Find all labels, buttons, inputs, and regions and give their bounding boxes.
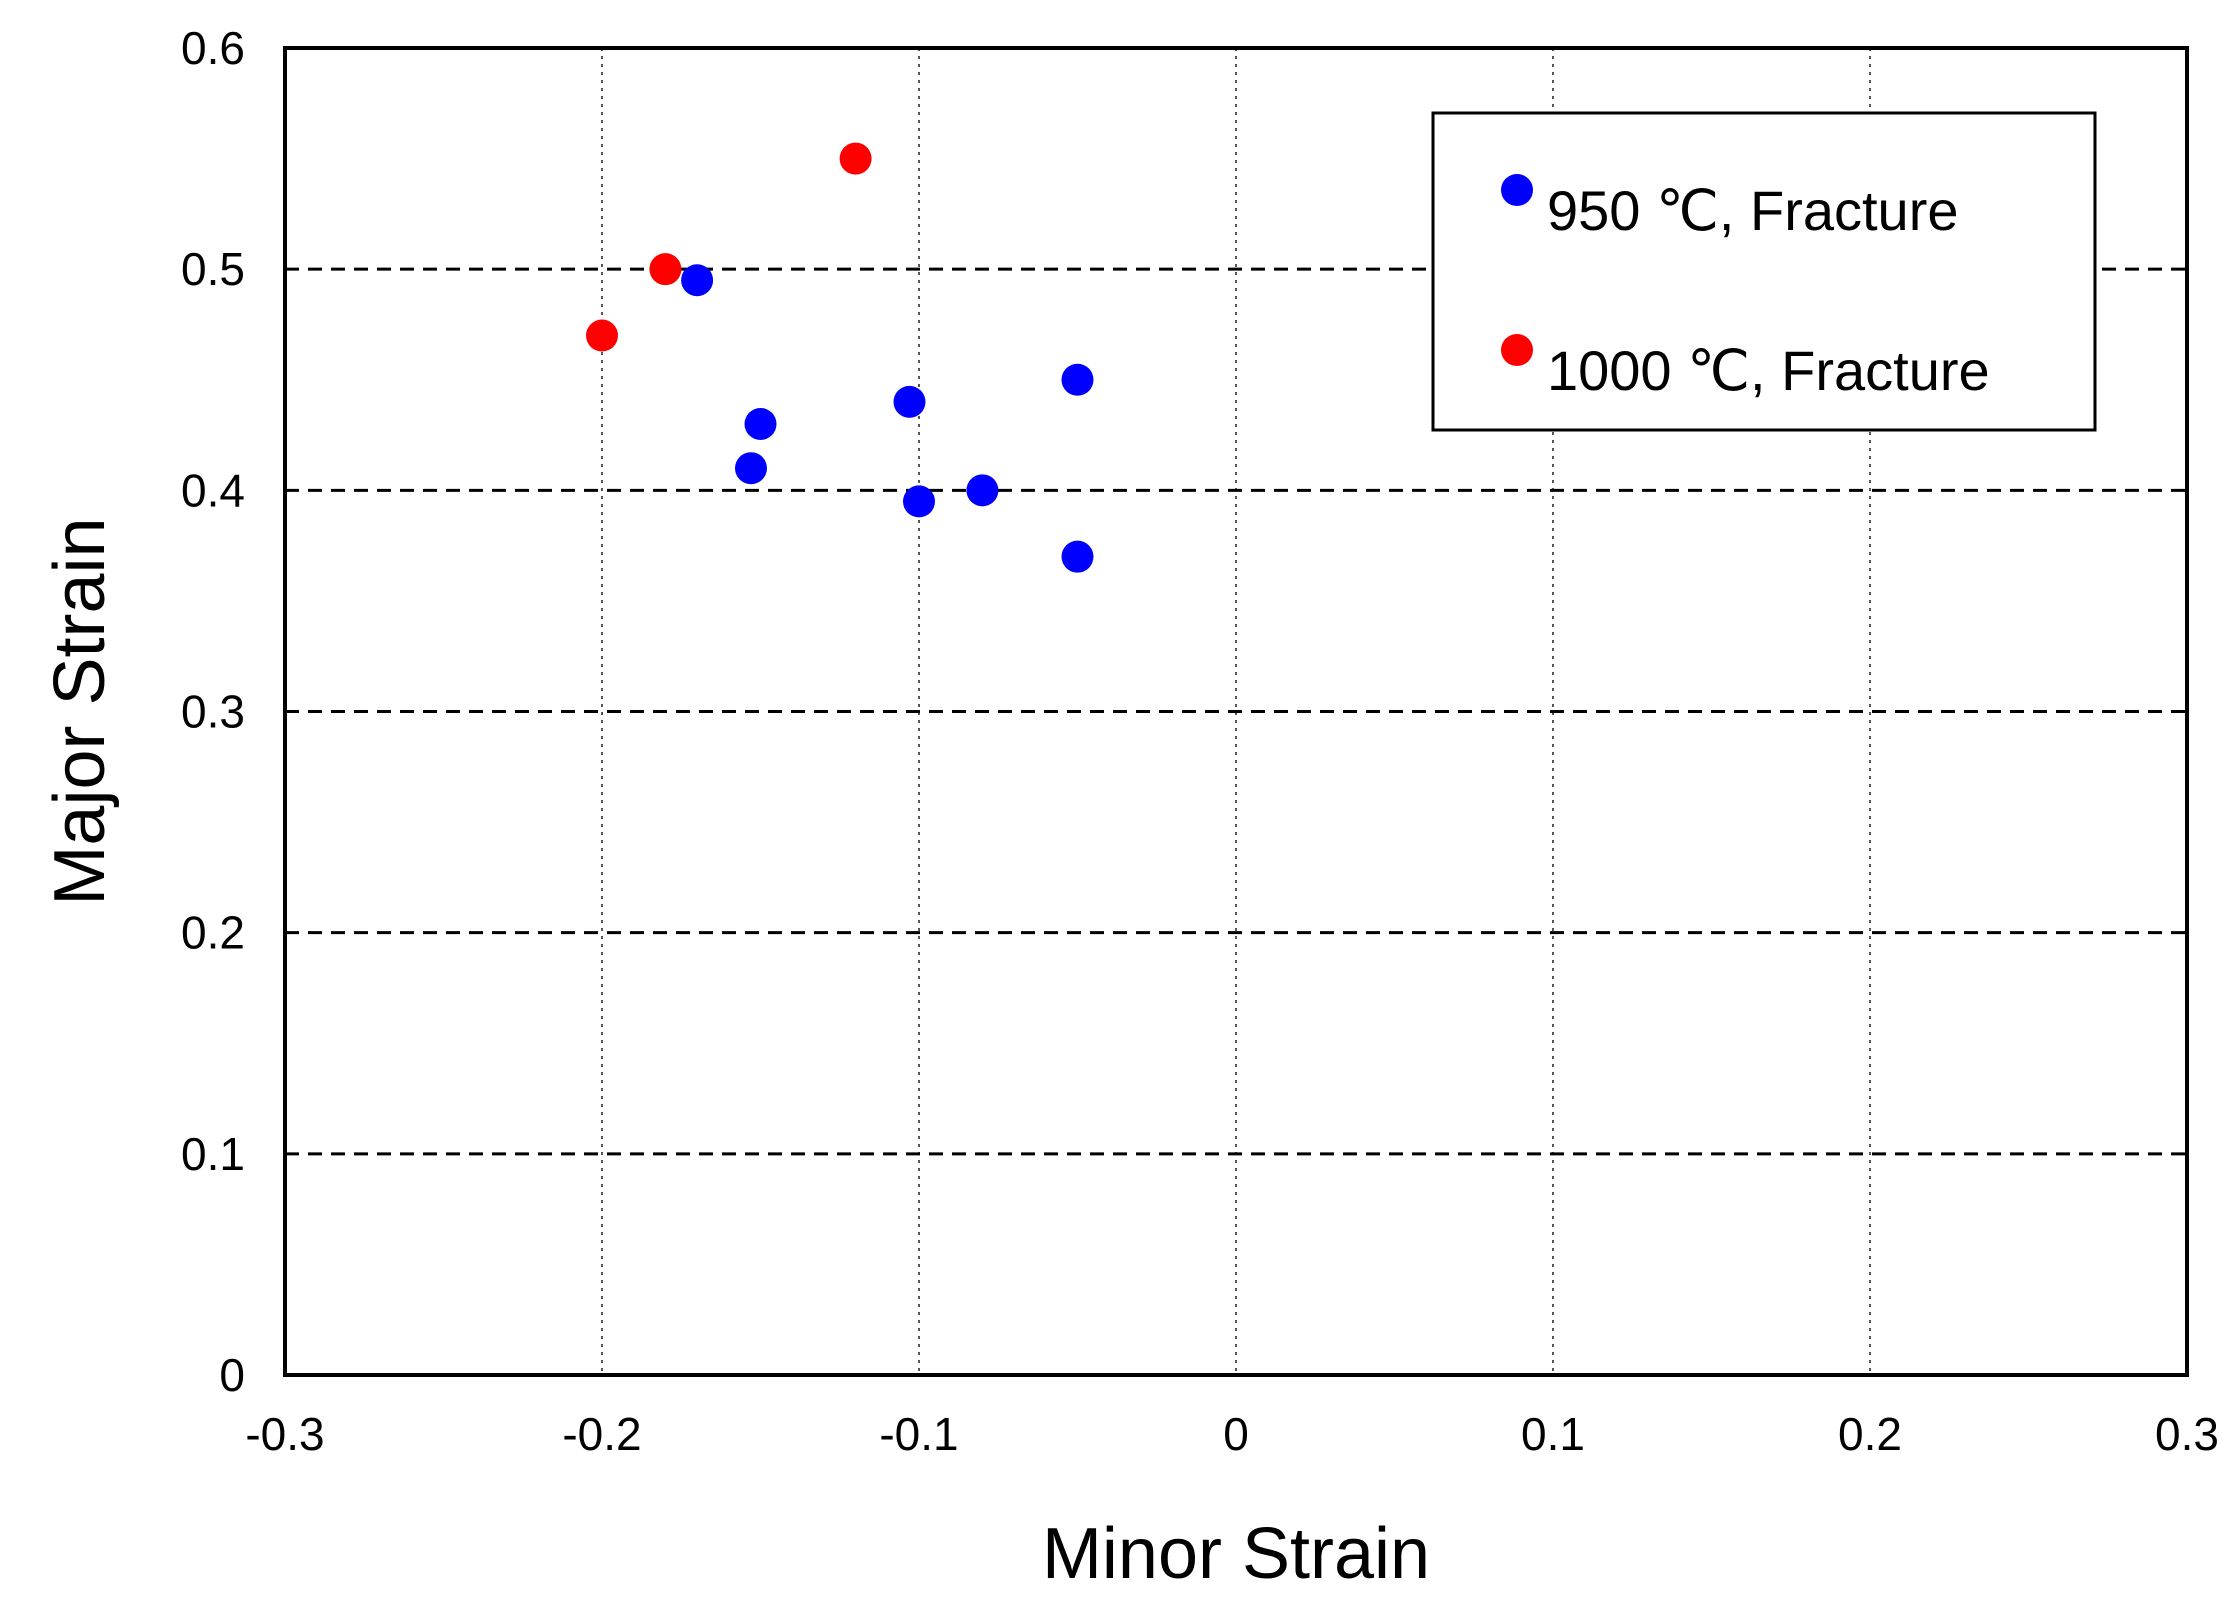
y-tick-label: 0.5 <box>181 243 245 295</box>
plot-area-frame <box>283 46 2189 1377</box>
y-tick-label: 0 <box>219 1349 245 1401</box>
y-tick-label: 0.6 <box>181 22 245 74</box>
y-axis-title: Major Strain <box>40 517 120 905</box>
y-tick-label: 0.4 <box>181 464 245 516</box>
data-point-950 <box>734 452 767 485</box>
y-axis-tick-labels: 0 0.1 0.2 0.3 0.4 0.5 0.6 <box>181 22 245 1401</box>
data-point-950 <box>966 474 999 507</box>
data-point-950 <box>903 485 935 518</box>
legend-label-950: 950 ℃, Fracture <box>1547 179 1959 242</box>
x-tick-label: 0.2 <box>1838 1408 1902 1460</box>
legend-box <box>1431 111 2097 432</box>
x-tick-label: 0.1 <box>1521 1408 1585 1460</box>
y-tick-label: 0.2 <box>181 907 245 959</box>
grid-lines <box>285 48 2187 1375</box>
x-axis-title: Minor Strain <box>1042 1514 1430 1594</box>
legend-label-1000: 1000 ℃, Fracture <box>1547 339 1990 402</box>
x-tick-label: 0 <box>1223 1408 1249 1460</box>
data-point-950 <box>1061 363 1094 396</box>
x-tick-label: -0.3 <box>245 1408 324 1460</box>
x-tick-label: -0.2 <box>562 1408 641 1460</box>
y-tick-label: 0.3 <box>181 686 245 738</box>
data-point-1000 <box>649 253 682 286</box>
x-tick-label: 0.3 <box>2155 1408 2219 1460</box>
y-tick-label: 0.1 <box>181 1128 245 1180</box>
data-point-1000 <box>586 319 618 352</box>
legend: 950 ℃, Fracture 1000 ℃, Fracture <box>1431 111 2097 432</box>
data-point-950 <box>744 407 777 440</box>
data-points <box>586 142 1094 573</box>
legend-marker-1000 <box>1501 334 1533 366</box>
x-tick-label: -0.1 <box>879 1408 958 1460</box>
data-point-950 <box>681 264 714 297</box>
data-point-950 <box>1061 540 1094 573</box>
x-axis-tick-labels: -0.3 -0.2 -0.1 0 0.1 0.2 0.3 <box>245 1408 2219 1460</box>
data-point-1000 <box>839 142 872 175</box>
legend-marker-950 <box>1501 174 1533 206</box>
data-point-950 <box>893 385 926 418</box>
